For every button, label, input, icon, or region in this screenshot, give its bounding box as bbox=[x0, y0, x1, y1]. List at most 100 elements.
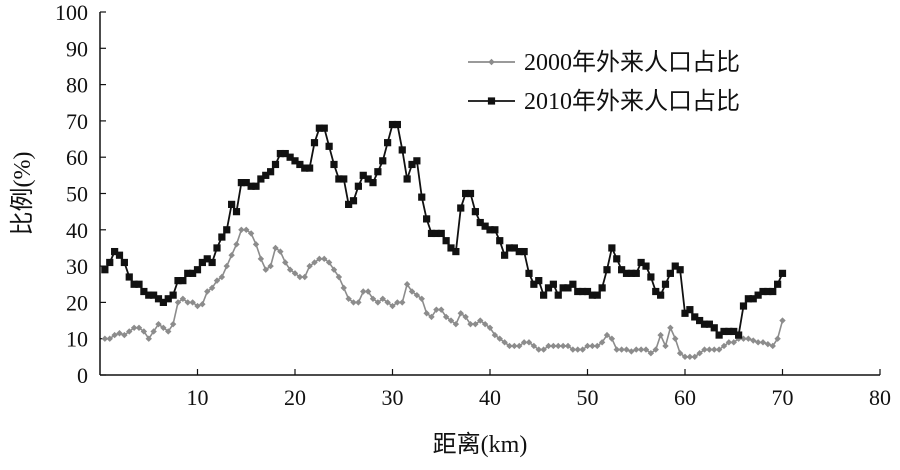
data-point bbox=[735, 331, 743, 339]
data-point bbox=[589, 342, 596, 350]
data-point bbox=[584, 342, 591, 350]
data-point bbox=[340, 175, 348, 183]
data-point bbox=[145, 335, 152, 342]
data-point bbox=[438, 306, 445, 313]
data-point bbox=[394, 299, 401, 306]
data-point bbox=[232, 208, 241, 216]
data-point bbox=[301, 164, 309, 172]
data-point bbox=[730, 339, 737, 346]
x-tick-label: 10 bbox=[187, 385, 209, 410]
data-point bbox=[277, 248, 284, 255]
data-point bbox=[496, 237, 504, 245]
data-point bbox=[491, 331, 499, 339]
data-point bbox=[550, 342, 557, 350]
data-point bbox=[672, 335, 679, 342]
data-point bbox=[130, 324, 138, 332]
data-point bbox=[369, 295, 377, 302]
data-point bbox=[554, 291, 562, 299]
data-point bbox=[238, 226, 245, 233]
data-point bbox=[686, 306, 694, 314]
data-point bbox=[354, 182, 362, 190]
data-point bbox=[281, 149, 289, 158]
data-point bbox=[403, 281, 411, 288]
data-point bbox=[579, 346, 586, 353]
data-point bbox=[657, 291, 665, 299]
y-tick-label: 100 bbox=[55, 0, 88, 25]
data-point bbox=[774, 280, 782, 288]
data-point bbox=[150, 291, 158, 299]
data-point bbox=[569, 346, 577, 353]
data-point bbox=[374, 168, 382, 176]
data-point bbox=[603, 331, 611, 339]
data-point bbox=[286, 153, 294, 161]
series-1 bbox=[101, 120, 787, 339]
data-point bbox=[466, 189, 475, 198]
data-point bbox=[564, 284, 572, 292]
data-point bbox=[320, 124, 328, 132]
data-point bbox=[145, 291, 153, 299]
data-point bbox=[179, 277, 187, 285]
data-point bbox=[374, 299, 382, 306]
data-point bbox=[345, 200, 353, 208]
data-point bbox=[613, 255, 621, 263]
data-point bbox=[189, 269, 197, 277]
data-point bbox=[720, 327, 728, 336]
data-point bbox=[462, 189, 470, 198]
data-point bbox=[369, 179, 377, 187]
data-point bbox=[325, 259, 333, 266]
data-point bbox=[696, 316, 704, 325]
data-point bbox=[574, 346, 581, 353]
data-point bbox=[555, 342, 562, 350]
data-point bbox=[535, 346, 542, 353]
data-point bbox=[652, 287, 660, 296]
data-point bbox=[125, 273, 133, 281]
data-point bbox=[115, 251, 124, 259]
data-point bbox=[111, 247, 119, 256]
data-point bbox=[745, 335, 752, 342]
data-point bbox=[179, 295, 187, 302]
data-point bbox=[750, 337, 757, 344]
data-point bbox=[193, 266, 202, 274]
data-point bbox=[579, 287, 587, 296]
data-point bbox=[710, 324, 718, 332]
data-point bbox=[569, 280, 577, 288]
data-point bbox=[696, 350, 703, 357]
data-point bbox=[345, 295, 352, 302]
data-point bbox=[676, 350, 684, 357]
data-point bbox=[749, 295, 757, 303]
data-point bbox=[764, 287, 772, 296]
data-point bbox=[228, 200, 236, 208]
y-tick-label: 30 bbox=[66, 254, 88, 279]
data-point bbox=[715, 346, 723, 353]
data-point bbox=[272, 244, 279, 252]
data-point bbox=[359, 171, 367, 179]
data-point bbox=[598, 284, 606, 292]
data-point bbox=[701, 346, 708, 353]
data-point bbox=[315, 124, 323, 132]
data-point bbox=[340, 284, 347, 292]
data-point bbox=[393, 120, 401, 129]
data-point bbox=[511, 342, 518, 350]
data-point bbox=[237, 179, 245, 187]
data-point bbox=[335, 273, 343, 281]
data-point bbox=[399, 299, 406, 306]
data-point bbox=[325, 142, 333, 150]
data-point bbox=[164, 295, 172, 303]
data-point bbox=[223, 262, 230, 270]
data-point bbox=[262, 171, 270, 179]
data-point bbox=[360, 288, 367, 295]
data-point bbox=[730, 327, 738, 336]
data-point bbox=[618, 266, 626, 274]
legend-marker-2000 bbox=[488, 58, 495, 66]
data-point bbox=[355, 299, 362, 306]
series-layer bbox=[101, 120, 787, 361]
data-point bbox=[471, 208, 479, 216]
x-tick-label: 80 bbox=[869, 385, 891, 410]
data-point bbox=[628, 348, 635, 355]
data-point bbox=[715, 331, 723, 339]
data-point bbox=[135, 324, 143, 332]
data-point bbox=[301, 273, 308, 281]
data-point bbox=[330, 266, 338, 273]
data-point bbox=[403, 175, 411, 183]
legend-label-2000: 2000年外来人口占比 bbox=[524, 49, 740, 76]
